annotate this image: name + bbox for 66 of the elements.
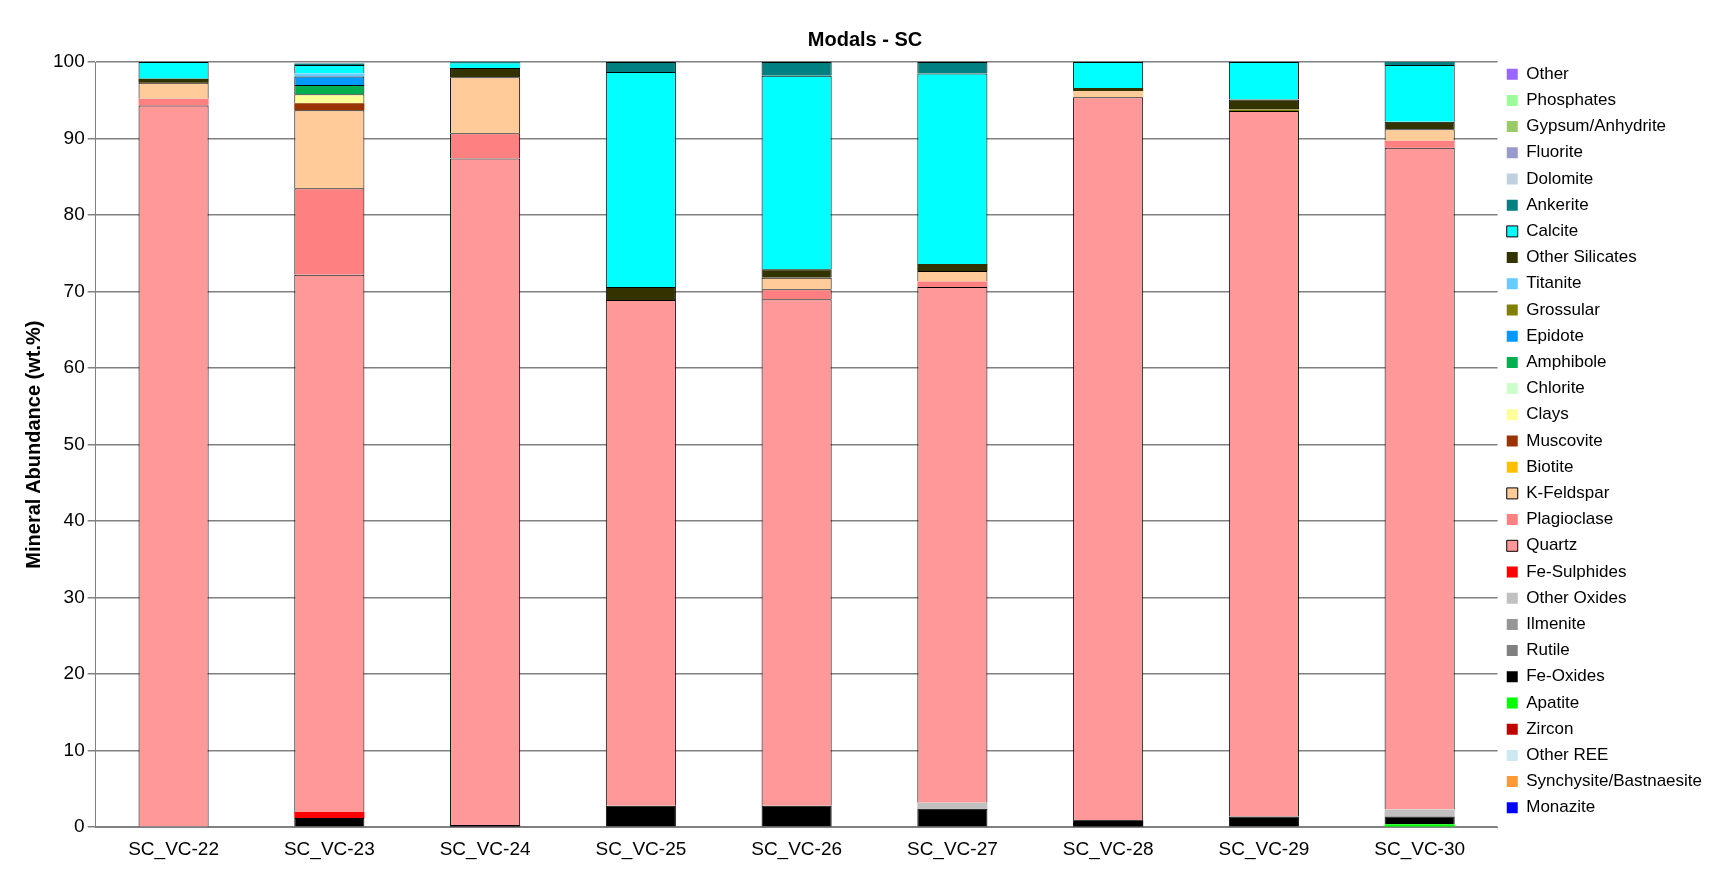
legend-label: Other REE — [1526, 745, 1609, 765]
legend-label: Muscovite — [1526, 430, 1603, 450]
bar — [1384, 816, 1455, 825]
legend-label: Phosphates — [1526, 90, 1617, 110]
y-tick-label: 60 — [63, 356, 85, 378]
legend-label: Grossular — [1526, 299, 1601, 319]
legend-label: Zircon — [1526, 718, 1574, 738]
y-tick-label: 100 — [53, 50, 85, 72]
legend-label: Gypsum/Anhydrite — [1526, 116, 1667, 136]
legend-label: Fe-Oxides — [1526, 666, 1605, 686]
legend-label: Calcite — [1526, 221, 1579, 241]
y-axis-title: Mineral Abundance (wt.%) — [21, 320, 44, 569]
bar — [1073, 91, 1144, 98]
y-tick-label: 40 — [63, 509, 85, 531]
y-tick-label: 10 — [63, 738, 85, 760]
legend-label: Rutile — [1526, 640, 1570, 660]
legend-label: Other Oxides — [1526, 587, 1627, 607]
bar — [138, 98, 209, 106]
bar — [917, 802, 988, 809]
legend-label: Clays — [1526, 404, 1569, 424]
bar — [917, 808, 988, 827]
legend-label: Chlorite — [1526, 378, 1585, 398]
bar — [917, 281, 988, 287]
legend-label: Apatite — [1526, 692, 1580, 712]
legend-label: Synchysite/Bastnaesite — [1526, 771, 1702, 791]
bar — [294, 811, 365, 819]
legend-label: K-Feldspar — [1526, 483, 1610, 503]
y-tick-label: 50 — [63, 432, 85, 454]
x-tick-label: SC_VC-29 — [1218, 837, 1310, 860]
bar — [294, 103, 365, 111]
legend-label: Monazite — [1526, 797, 1596, 817]
x-tick-label: SC_VC-26 — [751, 837, 843, 860]
bar — [1384, 140, 1455, 148]
bar — [294, 73, 365, 77]
legend-label: Ilmenite — [1526, 614, 1586, 634]
bar — [138, 78, 209, 83]
x-tick-label: SC_VC-22 — [128, 837, 219, 860]
bar — [294, 818, 365, 827]
legend-label: Other — [1526, 63, 1570, 83]
y-tick-label: 20 — [63, 662, 85, 684]
bar — [917, 264, 988, 271]
x-tick-label: SC_VC-25 — [595, 837, 687, 860]
legend-label: Amphibole — [1526, 352, 1607, 372]
legend-label: Quartz — [1526, 535, 1578, 555]
legend-label: Plagioclase — [1526, 509, 1614, 529]
y-tick-label: 70 — [63, 279, 85, 301]
x-tick-label: SC_VC-28 — [1062, 837, 1154, 860]
legend-label: Other Silicates — [1526, 247, 1637, 267]
legend-label: Fe-Sulphides — [1526, 561, 1627, 581]
y-tick-label: 0 — [74, 815, 85, 837]
legend-label: Titanite — [1526, 273, 1582, 293]
legend-label: Fluorite — [1526, 142, 1583, 162]
legend-label: Dolomite — [1526, 168, 1594, 188]
bar — [1384, 62, 1455, 66]
bar — [1073, 88, 1144, 92]
legend-label: Biotite — [1526, 456, 1574, 476]
x-tick-label: SC_VC-27 — [906, 837, 998, 860]
legend-label: Epidote — [1526, 325, 1584, 345]
x-tick-label: SC_VC-23 — [283, 837, 375, 860]
chart-title: Modals - SC — [807, 27, 923, 50]
x-tick-label: SC_VC-24 — [439, 837, 531, 860]
y-tick-label: 90 — [63, 126, 85, 148]
y-tick-label: 80 — [63, 203, 85, 225]
legend-label: Ankerite — [1526, 194, 1589, 214]
y-tick-label: 30 — [63, 585, 85, 607]
x-tick-label: SC_VC-30 — [1374, 837, 1466, 860]
